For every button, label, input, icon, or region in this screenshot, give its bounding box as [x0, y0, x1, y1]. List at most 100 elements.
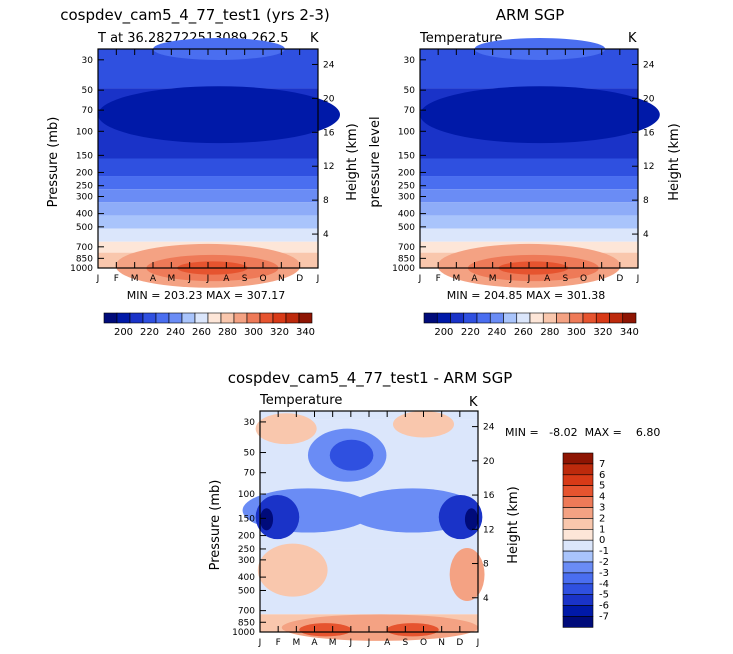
diff-x-tick-label: J — [367, 638, 371, 648]
panel-diff-ylabel-right: Height (km) — [506, 486, 521, 563]
obs-x-tick-label: O — [580, 274, 587, 284]
diff-colorbar-label: -3 — [599, 568, 609, 579]
diff-right-tick-label: 8 — [483, 560, 489, 570]
panel-obs-units: K — [628, 31, 637, 46]
obs-y-tick-label: 500 — [398, 223, 415, 233]
obs-colorbar-label: 320 — [593, 327, 612, 338]
obs-y-tick-label: 150 — [398, 151, 415, 161]
model-y-tick-label: 300 — [76, 193, 93, 203]
diff-colorbar-swatch — [562, 539, 594, 552]
obs-colorbar-swatch — [622, 312, 637, 324]
diff-colorbar-label: -5 — [599, 590, 609, 601]
diff-right-tick-label: 20 — [483, 457, 495, 467]
obs-colorbar-swatch — [609, 312, 624, 324]
diff-colorbar-swatch — [562, 474, 594, 486]
obs-contour-band — [420, 158, 638, 177]
model-right-tick-label: 4 — [323, 230, 329, 240]
model-x-tick-label: J — [187, 274, 191, 284]
diff-y-tick-label: 700 — [238, 607, 255, 617]
model-colorbar-label: 200 — [114, 327, 133, 338]
diff-x-tick-label: O — [420, 638, 427, 648]
diff-colorbar-swatch — [562, 496, 594, 508]
model-x-tick-label: J — [206, 274, 210, 284]
obs-y-tick-label: 850 — [398, 254, 415, 264]
obs-y-tick-label: 1000 — [392, 264, 415, 274]
diff-contour-region — [260, 508, 274, 531]
model-colorbar-label: 300 — [244, 327, 263, 338]
obs-colorbar-swatch — [476, 312, 491, 324]
obs-y-tick-label: 30 — [404, 56, 416, 66]
obs-right-tick-label: 24 — [643, 60, 655, 70]
model-y-tick-label: 850 — [76, 254, 93, 264]
obs-x-tick-label: N — [598, 274, 605, 284]
model-y-tick-label: 30 — [82, 56, 94, 66]
obs-colorbar-swatch — [436, 312, 451, 324]
panel-diff-min-max: MIN = -8.02 MAX = 6.80 — [505, 426, 660, 439]
panel-model-ylabel: Pressure (mb) — [46, 117, 61, 208]
diff-x-tick-label: S — [402, 638, 408, 648]
model-colorbar-swatch — [103, 312, 118, 324]
model-x-tick-label: J — [316, 274, 320, 284]
diff-colorbar-swatch — [562, 528, 594, 541]
model-colorbar-swatch — [168, 312, 183, 324]
model-y-tick-label: 400 — [76, 210, 93, 220]
model-contour-region — [98, 86, 340, 144]
diff-x-tick-label: J — [476, 638, 480, 648]
panel-diff-title: cospdev_cam5_4_77_test1 - ARM SGP — [228, 369, 513, 388]
obs-colorbar-swatch — [516, 312, 531, 324]
obs-contour-band — [420, 202, 638, 216]
diff-x-tick-label: M — [329, 638, 337, 648]
obs-x-tick-label: D — [616, 274, 623, 284]
diff-x-tick-label: F — [276, 638, 281, 648]
diff-y-tick-label: 250 — [238, 545, 255, 555]
model-x-tick-label: D — [296, 274, 303, 284]
model-right-tick-label: 24 — [323, 60, 335, 70]
obs-colorbar-swatch — [423, 312, 438, 324]
model-x-tick-label: A — [150, 274, 157, 284]
panel-model-colorbar: 200 220 240 260 280 300 320 340 — [103, 312, 315, 338]
diff-colorbar-swatch — [562, 594, 594, 606]
model-right-tick-label: 8 — [323, 196, 329, 206]
diff-colorbar-swatch — [562, 507, 594, 519]
obs-colorbar-swatch — [556, 312, 571, 324]
obs-colorbar-label: 240 — [487, 327, 506, 338]
diff-right-tick-label: 4 — [483, 594, 489, 604]
model-contour-band — [98, 228, 318, 242]
model-colorbar-swatch — [298, 312, 313, 324]
model-colorbar-label: 240 — [166, 327, 185, 338]
diff-colorbar-label: 1 — [599, 524, 605, 535]
panel-diff: cospdev_cam5_4_77_test1 - ARM SGP Temper… — [208, 369, 660, 648]
diff-contour-region — [386, 623, 439, 637]
diff-right-tick-label: 24 — [483, 423, 495, 433]
diff-y-tick-label: 500 — [238, 586, 255, 596]
obs-colorbar-label: 200 — [434, 327, 453, 338]
model-right-tick-label: 16 — [323, 128, 335, 138]
obs-colorbar-label: 300 — [567, 327, 586, 338]
model-y-tick-label: 200 — [76, 168, 93, 178]
model-y-tick-label: 50 — [82, 86, 94, 96]
obs-colorbar-label: 340 — [620, 327, 639, 338]
diff-colorbar-label: -4 — [599, 579, 609, 590]
diff-colorbar-swatch — [562, 616, 594, 628]
diff-colorbar-swatch — [562, 485, 594, 497]
model-y-tick-label: 1000 — [70, 264, 93, 274]
model-colorbar-swatch — [220, 312, 235, 324]
diff-contour-region — [449, 548, 485, 602]
diff-contour-region — [299, 623, 352, 637]
obs-y-tick-label: 100 — [398, 127, 415, 137]
obs-x-tick-label: J — [636, 274, 640, 284]
obs-y-tick-label: 200 — [398, 168, 415, 178]
model-colorbar-swatch — [246, 312, 261, 324]
model-colorbar-label: 220 — [140, 327, 159, 338]
model-y-tick-label: 150 — [76, 151, 93, 161]
model-colorbar-swatch — [194, 312, 209, 324]
model-right-tick-label: 20 — [323, 94, 335, 104]
panel-model-title: cospdev_cam5_4_77_test1 (yrs 2-3) — [60, 6, 330, 25]
model-colorbar-label: 320 — [270, 327, 289, 338]
model-contour-band — [98, 158, 318, 177]
obs-y-tick-label: 250 — [398, 182, 415, 192]
model-colorbar-swatch — [272, 312, 287, 324]
panel-diff-ylabel: Pressure (mb) — [208, 480, 223, 571]
